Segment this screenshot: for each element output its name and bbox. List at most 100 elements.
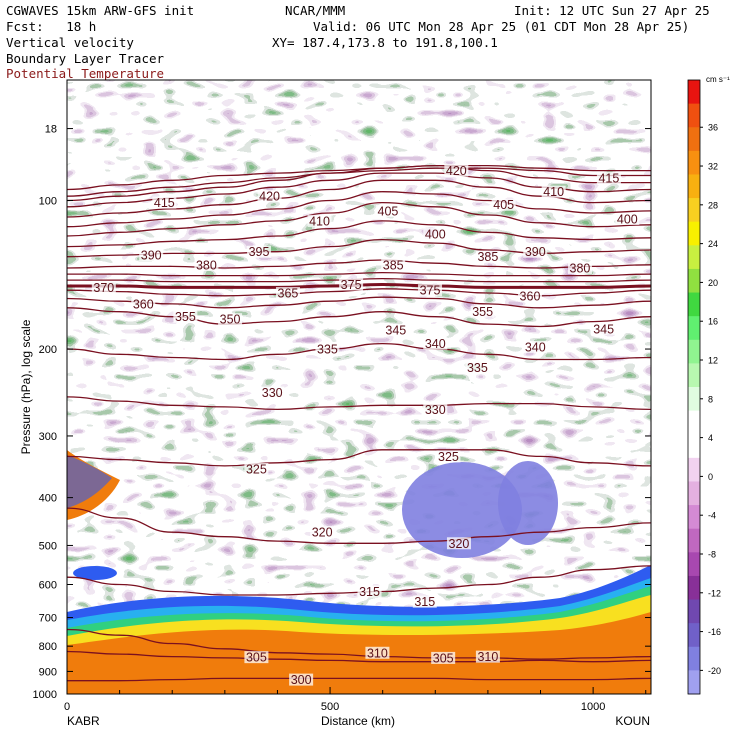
isentrope-label: 310 [477, 650, 498, 664]
header-xy: XY= 187.4,173.8 to 191.8,100.1 [272, 35, 498, 50]
colorbar-frame [687, 79, 701, 695]
y-tick-label: 900 [39, 666, 57, 678]
colorbar-swatch [688, 198, 700, 223]
isentrope-label: 315 [414, 595, 435, 609]
header-field-boundary-layer-tracer: Boundary Layer Tracer [6, 51, 165, 66]
isentrope-395 [67, 191, 651, 228]
isentrope-335 [67, 342, 651, 361]
isentrope-label: 360 [520, 289, 541, 303]
isentrope-label: 320 [312, 526, 333, 540]
isentrope-label-bg [475, 650, 500, 663]
y-tick-label: 400 [39, 493, 57, 505]
isentrope-label-bg [131, 297, 156, 310]
isentrope-label: 335 [467, 361, 488, 375]
isentrope-label-bg [247, 245, 272, 258]
isentrope-label-bg [257, 190, 282, 203]
isentrope-label-bg [615, 212, 640, 225]
axes: 1000 900 800 700 600 500 400 300 200 100 18 0 500 100… [33, 124, 651, 713]
isentrope-label-bg [418, 284, 443, 297]
isentrope-label-bg [523, 245, 548, 258]
isentrope-label: 325 [246, 462, 267, 476]
isentrope-330 [67, 396, 651, 411]
isentrope-label-bg [339, 278, 364, 291]
descent-region-left [402, 462, 522, 558]
tracer-blob [73, 566, 117, 580]
isentrope-label: 400 [617, 212, 638, 226]
isentrope-label: 420 [446, 164, 467, 178]
colorbar-label: 12 [708, 356, 718, 366]
isentrope-label: 375 [420, 284, 441, 298]
descent-region-right [498, 461, 558, 545]
y-tick-label: 1000 [33, 689, 57, 701]
colorbar-swatch [688, 387, 700, 412]
colorbar-label: 28 [708, 200, 718, 210]
colorbar-label: 4 [708, 433, 713, 443]
colorbar-swatch [688, 410, 700, 435]
isentrope-label-bg [523, 340, 548, 353]
colorbar-swatch [688, 623, 700, 648]
isentrope-375 [67, 259, 651, 269]
isentrope-415 [67, 167, 651, 197]
isentrope-label: 305 [433, 651, 454, 665]
isentrope-label: 380 [196, 258, 217, 272]
y-tick-label: 700 [39, 613, 57, 625]
colorbar-swatch [688, 646, 700, 671]
isentrope-label: 390 [141, 249, 162, 263]
header-valid: Valid: 06 UTC Mon 28 Apr 25 (01 CDT Mon … [313, 19, 690, 34]
colorbar-label: 24 [708, 239, 718, 249]
isentrope-label-bg [315, 343, 340, 356]
x-tick-label: 0 [64, 701, 70, 713]
y-tick-label: 500 [39, 540, 57, 552]
colorbar-swatch [688, 599, 700, 624]
isentrope-label: 405 [378, 204, 399, 218]
colorbar-swatch [688, 552, 700, 577]
colorbar-swatch [688, 103, 700, 128]
isentrope-label-bg [431, 651, 456, 664]
isentrope-label: 325 [438, 450, 459, 464]
y-axis-label: Pressure (hPa), log scale [19, 319, 33, 454]
colorbar-swatch [688, 363, 700, 388]
isentrope-label: 300 [291, 673, 312, 687]
isentrope-label-bg [289, 673, 314, 686]
isentrope-labels: 415 420 410 405 420 405 410 415 400 390 380 395 400 3… [91, 164, 640, 687]
isentrope-label: 395 [249, 245, 270, 259]
header-model: CGWAVES 15km ARW-GFS init [6, 3, 195, 18]
colorbar-label: 32 [708, 162, 718, 172]
colorbar-swatch [688, 457, 700, 482]
colorbar-swatch [688, 221, 700, 246]
colorbar-swatch [688, 80, 700, 105]
colorbar-swatch [688, 245, 700, 270]
x-tick-label: 500 [321, 701, 339, 713]
colorbar-label: 20 [708, 278, 718, 288]
isentrope-label-bg [381, 258, 406, 271]
x-axis-label: Distance (km) [321, 714, 395, 728]
isentrope-label-bg [307, 214, 332, 227]
isentrope-label: 340 [525, 340, 546, 354]
colorbar-swatch [688, 292, 700, 317]
isentrope-label: 420 [259, 190, 280, 204]
header-init: Init: 12 UTC Sun 27 Apr 25 [514, 3, 710, 18]
x-end-left-label: KABR [67, 714, 100, 728]
isentrope-label: 305 [246, 651, 267, 665]
isentrope-label-bg [412, 595, 437, 608]
colorbar-swatch [688, 434, 700, 459]
isentrope-label-bg [423, 403, 448, 416]
colorbar-label: -8 [708, 549, 716, 559]
isentrope-label: 370 [93, 281, 114, 295]
isentrope-label-bg [470, 305, 495, 318]
colorbar-swatch [688, 127, 700, 152]
isentrope-325 [67, 449, 651, 467]
isentrope-label: 385 [477, 250, 498, 264]
isentrope-label-bg [152, 196, 177, 209]
y-tick-label: 100 [39, 195, 57, 207]
isentrope-label-bg [517, 289, 542, 302]
colorbar-label: -4 [708, 511, 716, 521]
isentrope-label-bg [567, 261, 592, 274]
colorbar-label: -12 [708, 588, 721, 598]
isentrope-320 [67, 507, 651, 544]
isentrope-label: 315 [359, 585, 380, 599]
y-tick-label: 800 [39, 641, 57, 653]
isentrope-370 [67, 271, 651, 277]
isentrope-label-bg [275, 287, 300, 300]
